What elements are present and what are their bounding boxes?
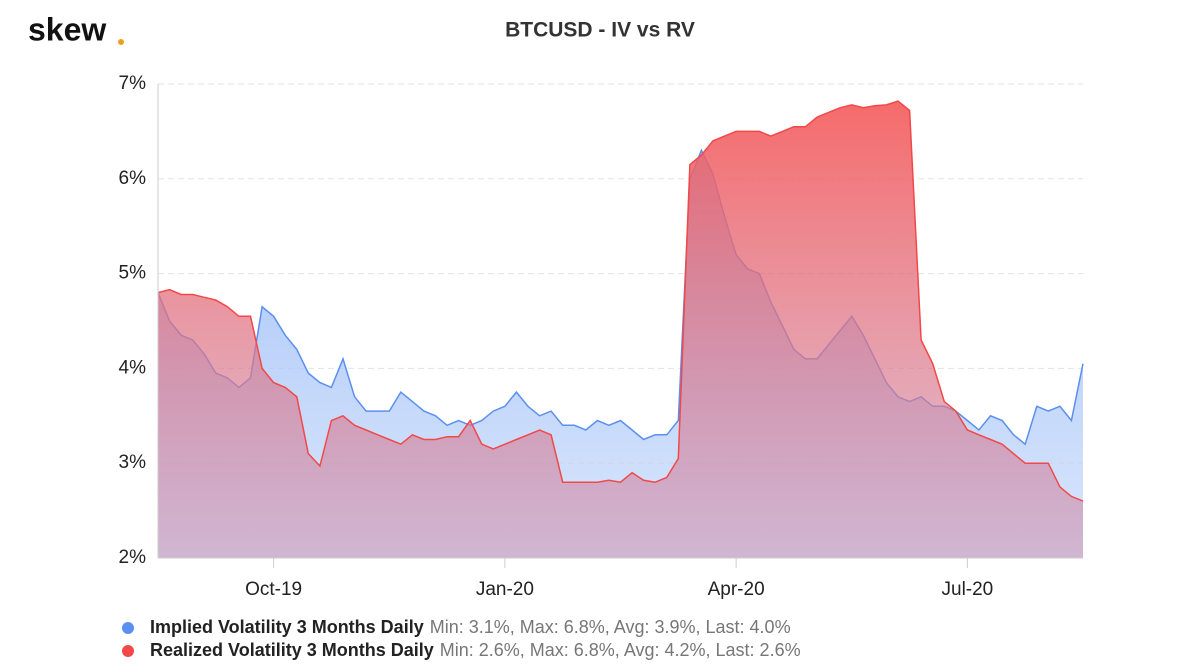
y-tick-label: 3% xyxy=(119,452,147,473)
y-tick-label: 7% xyxy=(119,73,147,94)
x-tick-label: Apr-20 xyxy=(708,579,765,600)
y-tick-label: 4% xyxy=(119,357,147,378)
x-tick-label: Jan-20 xyxy=(476,579,534,600)
plot xyxy=(157,100,1084,558)
legend-marker xyxy=(122,622,134,634)
legend-marker xyxy=(122,645,134,657)
y-tick-label: 6% xyxy=(119,168,147,189)
y-tick-label: 5% xyxy=(119,263,147,284)
legend: Implied Volatility 3 Months Daily Min: 3.… xyxy=(122,617,801,660)
x-tick-label: Jul-20 xyxy=(942,579,994,600)
legend-entry: Realized Volatility 3 Months Daily Min: 2… xyxy=(150,640,801,660)
legend-name: Implied Volatility 3 Months Daily xyxy=(150,617,424,637)
logo-dot xyxy=(118,39,124,45)
area-line xyxy=(157,100,1084,502)
logo: skew xyxy=(28,11,106,47)
axes: 2% 3% 4% 5% 6% 7% Oct-19 Jan-20 Apr-20 Jul-20 xyxy=(119,73,1083,600)
legend-stats: Min: 2.6%, Max: 6.8%, Avg: 4.2%, Last: 2… xyxy=(440,640,801,660)
y-tick-label: 2% xyxy=(119,547,147,568)
legend-entry: Implied Volatility 3 Months Daily Min: 3.… xyxy=(150,617,791,637)
x-tick-label: Oct-19 xyxy=(245,579,302,600)
legend-name: Realized Volatility 3 Months Daily xyxy=(150,640,434,660)
legend-stats: Min: 3.1%, Max: 6.8%, Avg: 3.9%, Last: 4… xyxy=(430,617,791,637)
chart-title: BTCUSD - IV vs RV xyxy=(505,19,695,42)
area-fill xyxy=(158,101,1083,558)
